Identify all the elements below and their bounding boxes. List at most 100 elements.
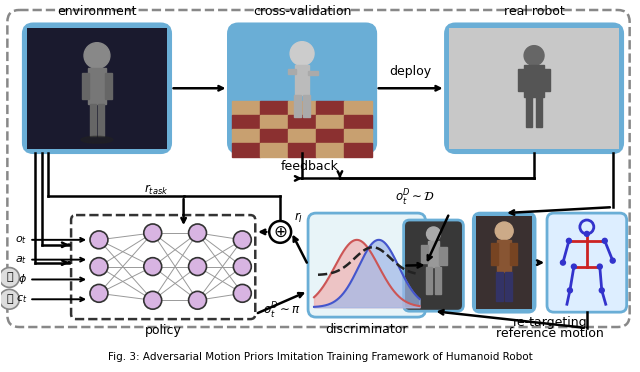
Bar <box>505 272 512 301</box>
Bar <box>344 143 372 157</box>
Bar <box>308 71 318 76</box>
Text: policy: policy <box>145 324 182 337</box>
Circle shape <box>426 227 440 241</box>
Bar <box>544 70 550 91</box>
FancyBboxPatch shape <box>547 213 627 312</box>
Circle shape <box>602 238 607 243</box>
Bar <box>344 129 372 143</box>
Bar <box>526 97 532 127</box>
Circle shape <box>495 222 513 240</box>
Circle shape <box>566 238 572 243</box>
Bar <box>28 28 166 149</box>
Circle shape <box>561 260 565 265</box>
Bar <box>496 272 503 301</box>
Circle shape <box>144 258 162 276</box>
Bar <box>232 143 260 157</box>
Bar <box>260 101 288 115</box>
Text: real robot: real robot <box>504 5 564 18</box>
Text: ⏰: ⏰ <box>6 272 13 282</box>
Text: 🎮: 🎮 <box>6 294 13 304</box>
Circle shape <box>290 42 314 65</box>
Bar <box>98 104 104 136</box>
Text: Fig. 3: Adversarial Motion Priors Imitation Training Framework of Humanoid Robot: Fig. 3: Adversarial Motion Priors Imitat… <box>108 352 532 362</box>
Bar <box>90 104 96 136</box>
Circle shape <box>610 258 615 263</box>
Bar <box>260 143 288 157</box>
Text: $o_t$: $o_t$ <box>15 234 28 246</box>
Bar <box>497 240 511 272</box>
Circle shape <box>572 264 577 269</box>
Text: re-targeting: re-targeting <box>513 315 588 328</box>
Bar <box>476 216 532 309</box>
Ellipse shape <box>81 136 113 143</box>
Bar <box>288 70 296 74</box>
Bar <box>82 73 89 99</box>
Circle shape <box>90 285 108 302</box>
Bar <box>288 143 316 157</box>
Bar <box>536 97 542 127</box>
Circle shape <box>144 291 162 309</box>
Text: $\oplus$: $\oplus$ <box>273 223 287 241</box>
Bar <box>316 129 344 143</box>
Circle shape <box>144 224 162 242</box>
Text: $r_I$: $r_I$ <box>294 211 303 225</box>
Circle shape <box>234 285 252 302</box>
FancyBboxPatch shape <box>445 24 623 153</box>
Circle shape <box>189 224 207 242</box>
Circle shape <box>234 258 252 276</box>
Bar <box>295 65 309 95</box>
Bar <box>232 129 260 143</box>
Circle shape <box>269 221 291 243</box>
Circle shape <box>0 267 19 288</box>
Text: reference motion: reference motion <box>496 327 604 340</box>
Bar <box>288 129 316 143</box>
Circle shape <box>597 264 602 269</box>
Circle shape <box>189 258 207 276</box>
Bar <box>232 115 260 129</box>
Circle shape <box>189 291 207 309</box>
Circle shape <box>584 231 589 236</box>
Text: deploy: deploy <box>390 65 431 78</box>
Text: $a_t$: $a_t$ <box>15 254 28 266</box>
Circle shape <box>90 231 108 249</box>
Bar <box>88 68 106 104</box>
Circle shape <box>234 231 252 249</box>
Bar <box>420 245 428 263</box>
Text: $r_{task}$: $r_{task}$ <box>143 183 168 198</box>
Bar <box>288 101 316 115</box>
Text: $o_t^D\sim\pi$: $o_t^D\sim\pi$ <box>263 301 301 321</box>
Bar <box>344 101 372 115</box>
Bar <box>492 243 498 264</box>
Bar <box>260 129 288 143</box>
Circle shape <box>568 288 572 293</box>
Bar <box>510 243 517 264</box>
FancyBboxPatch shape <box>474 213 535 312</box>
Circle shape <box>524 46 544 65</box>
Circle shape <box>84 43 110 68</box>
Bar <box>428 241 440 267</box>
Circle shape <box>0 289 19 309</box>
Bar <box>518 70 524 91</box>
FancyBboxPatch shape <box>404 220 463 311</box>
Text: cross-validation: cross-validation <box>253 5 351 18</box>
Bar <box>344 115 372 129</box>
Bar <box>105 73 112 99</box>
Bar <box>440 247 447 264</box>
Text: $o_t^D\sim\mathcal{D}$: $o_t^D\sim\mathcal{D}$ <box>394 188 435 208</box>
Text: discriminator: discriminator <box>326 323 408 336</box>
Circle shape <box>90 258 108 276</box>
Bar <box>316 143 344 157</box>
Bar <box>260 115 288 129</box>
FancyBboxPatch shape <box>23 24 171 153</box>
Bar <box>294 95 301 117</box>
Bar <box>232 101 260 115</box>
Bar <box>303 95 310 117</box>
FancyBboxPatch shape <box>228 24 376 153</box>
Bar <box>524 65 544 97</box>
Text: environment: environment <box>57 5 137 18</box>
Bar <box>426 267 431 294</box>
Bar <box>288 115 316 129</box>
FancyBboxPatch shape <box>308 213 426 317</box>
Bar <box>316 115 344 129</box>
Bar <box>449 28 619 149</box>
